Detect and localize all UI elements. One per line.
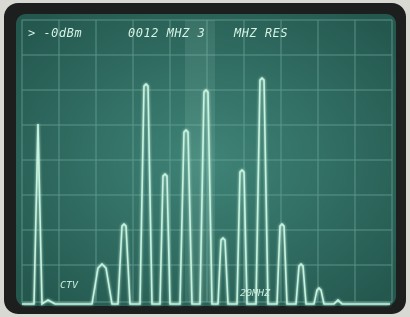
- page: > -0dBm 0012 MHZ 3 MHZ RES CTV 20MHZ (()…: [0, 0, 410, 317]
- right-marker: 20MHZ: [240, 288, 271, 299]
- resolution-readout: MHZ RES: [233, 26, 288, 40]
- span-readout: 0012 MHZ 3: [128, 26, 205, 40]
- left-marker: CTV: [60, 280, 79, 291]
- spectrum-analyzer: > -0dBm 0012 MHZ 3 MHZ RES CTV 20MHZ: [0, 0, 410, 317]
- reference-level: > -0dBm: [28, 26, 82, 40]
